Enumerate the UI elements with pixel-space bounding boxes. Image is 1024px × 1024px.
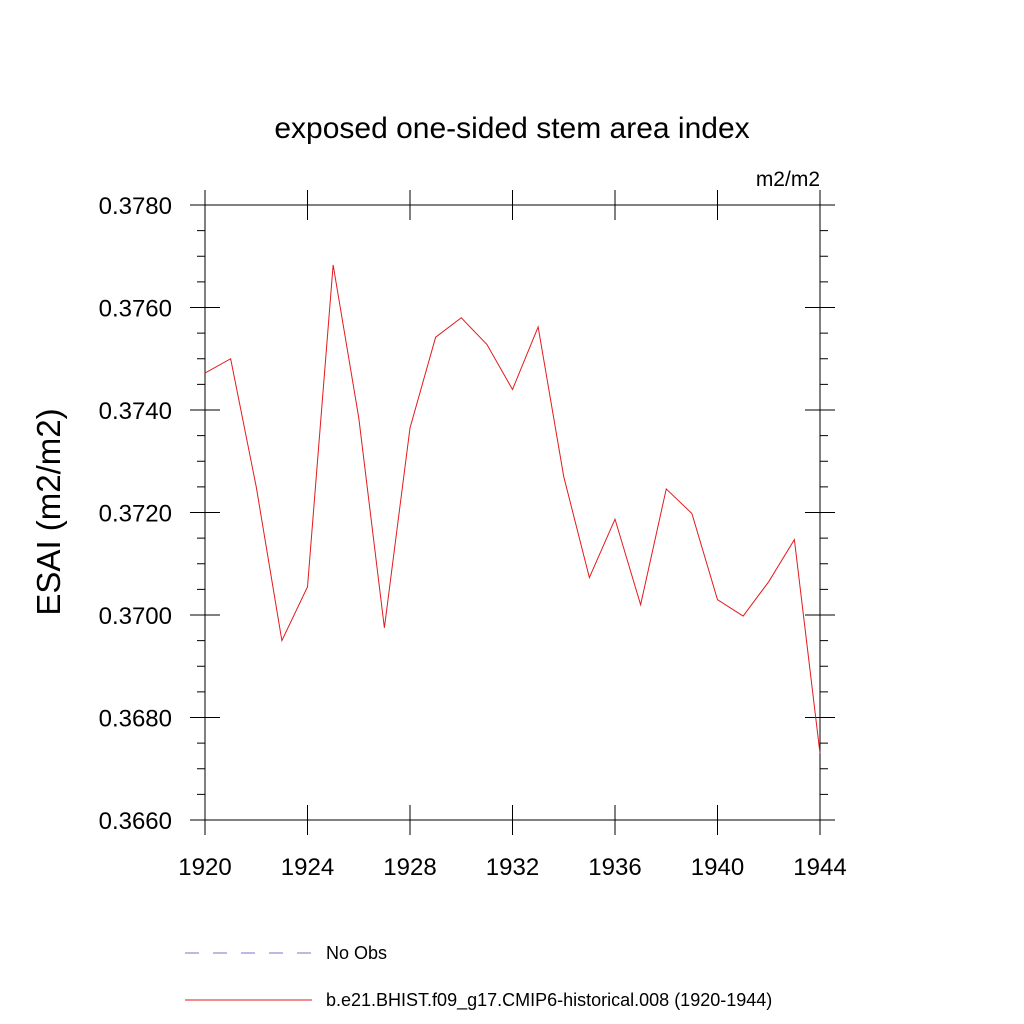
legend: No Obs b.e21.BHIST.f09_g17.CMIP6-histori… [185, 943, 772, 1011]
y-tick-label: 0.3700 [99, 603, 172, 630]
y-tick-label: 0.3720 [99, 501, 172, 528]
plot-area: 1920 1924 1928 1932 1936 1940 1944 0.3660 0.368… [99, 190, 847, 881]
x-tick-label: 1944 [793, 854, 846, 881]
series-line [204, 264, 821, 754]
chart-title: exposed one-sided stem area index [274, 112, 749, 145]
x-tick-label: 1940 [691, 854, 744, 881]
y-axis: 0.3660 0.3680 0.3700 0.3720 0.3740 0.3760 0.37… [99, 193, 835, 835]
plot-frame [204, 204, 821, 821]
y-tick-label: 0.3660 [99, 808, 172, 835]
y-tick-label: 0.3780 [99, 193, 172, 220]
x-tick-label: 1932 [486, 854, 539, 881]
y-tick-label: 0.3760 [99, 296, 172, 323]
x-tick-label: 1920 [178, 854, 231, 881]
x-tick-label: 1936 [588, 854, 641, 881]
y-axis-label: ESAI (m2/m2) [30, 408, 67, 615]
legend-label-historical: b.e21.BHIST.f09_g17.CMIP6-historical.008… [326, 990, 772, 1011]
x-tick-label: 1924 [281, 854, 334, 881]
x-axis: 1920 1924 1928 1932 1936 1940 1944 [178, 190, 847, 881]
legend-label-no-obs: No Obs [326, 943, 387, 963]
x-tick-label: 1928 [383, 854, 436, 881]
minor-ticks [197, 230, 828, 795]
series-layer [204, 264, 821, 754]
y-tick-label: 0.3680 [99, 706, 172, 733]
units-label: m2/m2 [756, 168, 820, 191]
y-tick-label: 0.3740 [99, 398, 172, 425]
